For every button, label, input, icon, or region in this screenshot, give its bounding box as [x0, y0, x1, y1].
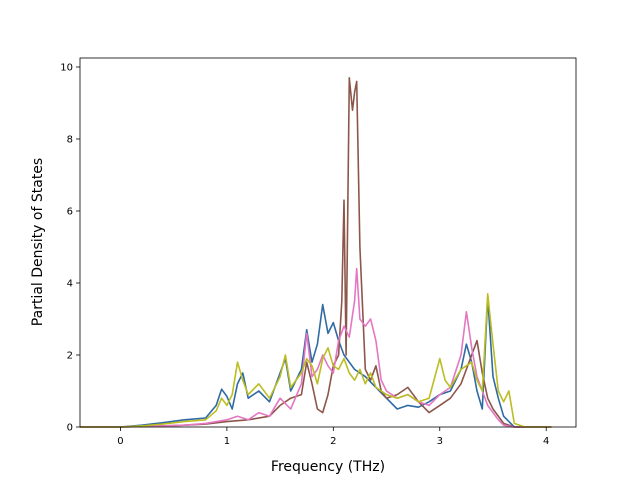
x-tick-label: 4	[543, 436, 549, 447]
y-axis-label: Partial Density of States	[30, 158, 46, 326]
x-tick-label: 0	[117, 436, 123, 447]
y-axis-ticks: 0 2 4 6 8 10	[60, 63, 80, 434]
x-tick-label: 1	[224, 436, 230, 447]
series-line-4	[80, 293, 552, 428]
y-tick-label: 4	[67, 279, 73, 290]
axes-frame	[79, 57, 577, 428]
y-tick-label: 6	[67, 207, 73, 218]
series-line-3	[80, 267, 552, 428]
y-tick-label: 2	[67, 351, 73, 362]
y-tick-label: 8	[67, 135, 73, 146]
x-axis-ticks: 0 1 2 3 4	[117, 427, 549, 447]
y-tick-label: 0	[67, 423, 73, 434]
x-tick-label: 2	[330, 436, 336, 447]
y-tick-label: 10	[60, 63, 73, 74]
x-tick-label: 3	[437, 436, 443, 447]
x-axis-label: Frequency (THz)	[271, 459, 385, 475]
series-group	[80, 77, 552, 428]
series-line-2	[80, 77, 552, 428]
